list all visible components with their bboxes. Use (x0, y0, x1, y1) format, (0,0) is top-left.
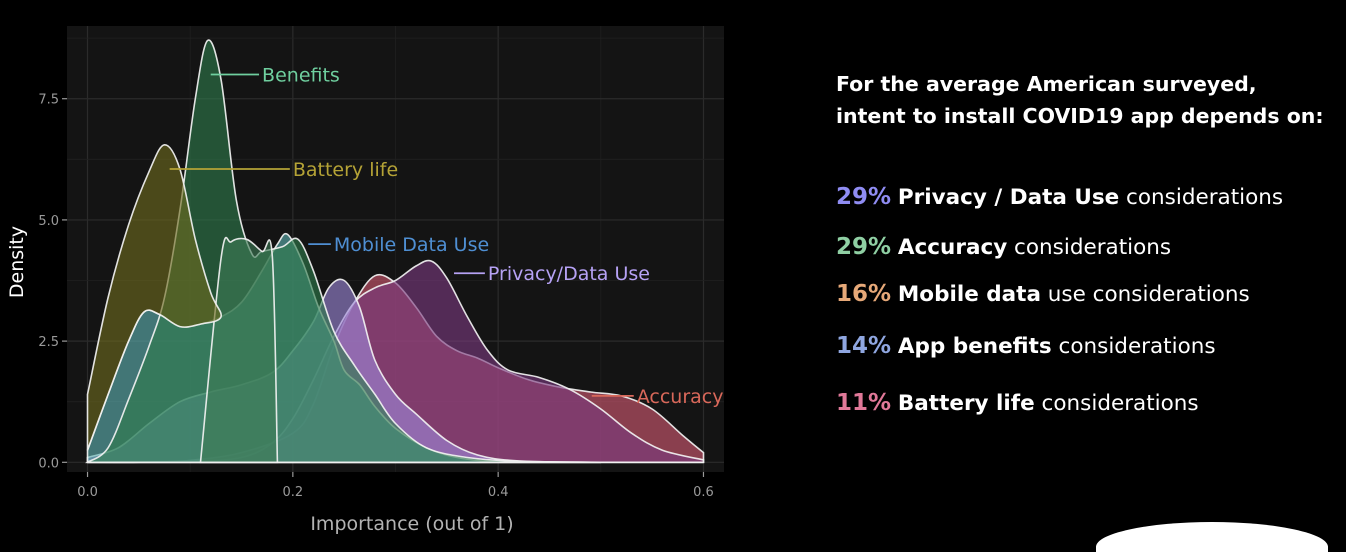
x-tick-label: 0.0 (77, 485, 98, 500)
density-areas (84, 39, 705, 464)
summary-item-suffix: considerations (1034, 391, 1199, 416)
summary-headline-line-2: intent to install COVID19 app depends on… (836, 104, 1324, 128)
y-tick-label: 2.5 (38, 335, 59, 350)
summary-item-factor: Battery life (897, 391, 1035, 416)
summary-item-percent: 11% (836, 390, 892, 416)
series-label-battery-life: Battery life (293, 159, 398, 181)
y-axis-label: Density (6, 226, 28, 298)
density-area-battery-life-low-x-peak (86, 144, 223, 451)
summary-item-percent: 14% (836, 333, 892, 359)
series-label-privacy-data-use: Privacy/Data Use (488, 263, 650, 285)
x-tick-label: 0.6 (693, 485, 714, 500)
summary-item-battery-life: 11% Battery life considerations (836, 390, 1199, 416)
density-area-benefits-secondary-peak (199, 236, 279, 464)
series-label-accuracy: Accuracy (637, 386, 724, 408)
series-label-benefits: Benefits (262, 64, 340, 86)
x-tick-label: 0.2 (283, 485, 304, 500)
summary-item-percent: 29% (836, 234, 892, 260)
decorative-white-shape (1096, 522, 1328, 552)
summary-item-app-benefits: 14% App benefits considerations (836, 333, 1216, 359)
x-axis-label: Importance (out of 1) (310, 513, 513, 535)
summary-item-percent: 29% (836, 184, 892, 210)
summary-item-factor: Mobile data (897, 282, 1041, 307)
summary-item-privacy: 29% Privacy / Data Use considerations (836, 184, 1283, 210)
y-tick-label: 5.0 (38, 214, 59, 229)
y-tick-label: 0.0 (38, 456, 59, 471)
summary-item-accuracy: 29% Accuracy considerations (836, 234, 1171, 260)
summary-item-factor: App benefits (897, 334, 1052, 359)
summary-item-suffix: use considerations (1040, 282, 1250, 307)
label-leaders: Accuracy Privacy/Data Use Mobile Data Use B… (169, 64, 724, 408)
x-tick-label: 0.4 (488, 485, 509, 500)
summary-headline-line-1: For the average American surveyed, (836, 72, 1257, 96)
series-label-mobile-data-use: Mobile Data Use (334, 234, 489, 256)
summary-item-suffix: considerations (1119, 185, 1284, 210)
density-chart: Accuracy Privacy/Data Use Mobile Data Use B… (6, 26, 724, 535)
summary-item-mobile-data: 16% Mobile data use considerations (836, 281, 1250, 307)
summary-item-percent: 16% (836, 281, 892, 307)
summary-item-factor: Privacy / Data Use (897, 185, 1120, 210)
summary-item-suffix: considerations (1007, 235, 1172, 260)
summary-item-suffix: considerations (1051, 334, 1216, 359)
y-tick-label: 7.5 (38, 93, 59, 108)
summary-panel: For the average American surveyed, inten… (836, 68, 1341, 416)
axis-ticks: 0.0 0.2 0.4 0.6 0.0 2.5 5.0 7.5 (38, 93, 714, 500)
summary-item-factor: Accuracy (897, 235, 1008, 260)
